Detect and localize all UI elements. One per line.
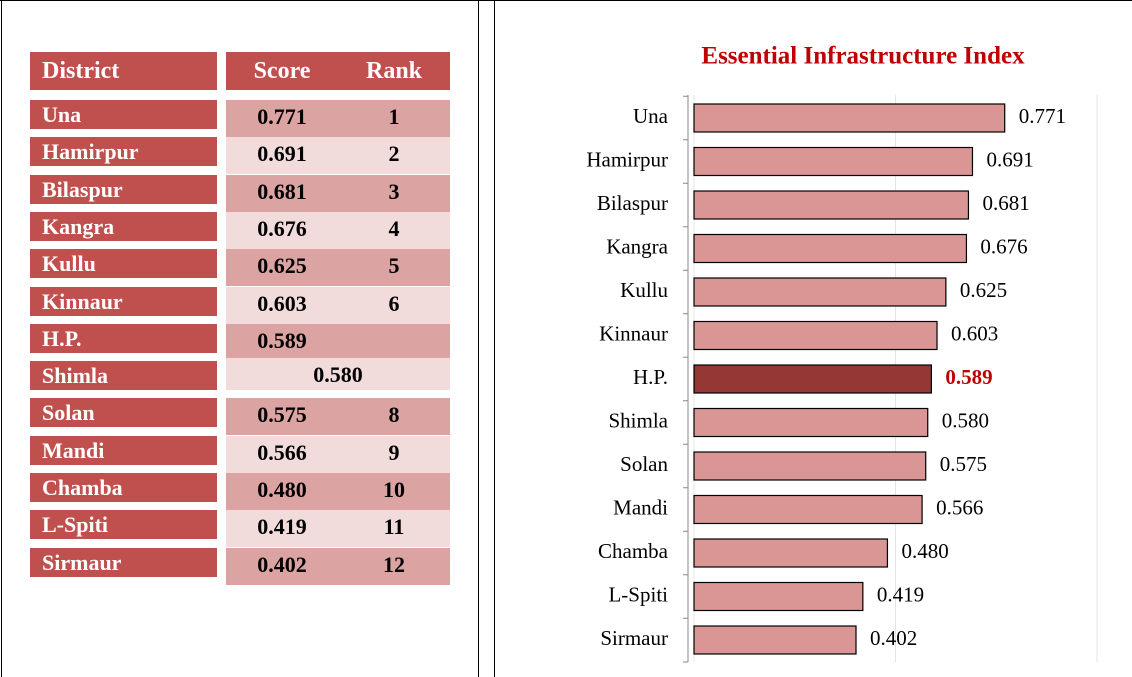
- value-label: 0.771: [1019, 104, 1066, 128]
- value-label: 0.681: [982, 191, 1029, 215]
- rank-cell: 4: [338, 211, 450, 249]
- value-label: 0.691: [986, 147, 1033, 171]
- score-cell: 0.419: [226, 510, 338, 548]
- rank-cell: [338, 323, 450, 361]
- value-label: 0.603: [951, 321, 998, 345]
- district-cell: Kullu: [30, 249, 217, 279]
- border: [0, 0, 1132, 1]
- bar: [693, 146, 974, 177]
- value-label: 0.402: [870, 626, 917, 650]
- bar: [693, 494, 923, 525]
- value-label: 0.575: [940, 452, 987, 476]
- district-cell: L-Spiti: [30, 510, 217, 540]
- score-cell: 0.603: [226, 286, 338, 324]
- rank-cell: 12: [338, 547, 450, 585]
- district-cell: H.P.: [30, 323, 217, 353]
- border: [1, 0, 2, 677]
- score-cell: 0.402: [226, 547, 338, 585]
- district-cell: Bilaspur: [30, 174, 217, 204]
- value-label: 0.580: [942, 408, 989, 432]
- rank-cell: 9: [338, 435, 450, 473]
- score-cell: 0.691: [226, 137, 338, 175]
- y-tick-label: L-Spiti: [608, 582, 668, 606]
- score-cell: 0.681: [226, 174, 338, 212]
- district-cell: Sirmaur: [30, 547, 217, 577]
- value-label: 0.676: [980, 234, 1027, 258]
- rank-cell: 6: [338, 286, 450, 324]
- border: [478, 0, 479, 677]
- header-cell: Rank: [338, 52, 450, 90]
- value-label: 0.480: [901, 539, 948, 563]
- bar: [693, 190, 970, 220]
- district-cell: Una: [30, 100, 217, 129]
- bar: [693, 407, 929, 438]
- rank-cell: 8: [338, 398, 450, 436]
- header-cell: District: [30, 52, 217, 90]
- rank-cell: 1: [338, 100, 450, 137]
- rank-cell: 5: [338, 249, 450, 287]
- score-cell: 0.589: [226, 323, 338, 361]
- rank-cell: 2: [338, 137, 450, 175]
- y-tick-label: Shimla: [608, 408, 668, 432]
- y-tick-label: Una: [633, 104, 669, 128]
- bar: [693, 103, 1006, 133]
- y-tick-label: Hamirpur: [586, 147, 668, 171]
- bar: [693, 625, 857, 655]
- y-tick-label: Solan: [620, 452, 668, 476]
- score-cell: 0.566: [226, 435, 338, 473]
- bar: [693, 233, 968, 264]
- value-label: 0.419: [877, 582, 924, 606]
- value-label: 0.625: [960, 278, 1007, 302]
- score-cell: 0.676: [226, 211, 338, 249]
- bar: [693, 364, 932, 394]
- bar: [693, 320, 938, 351]
- chart: Essential Infrastructure Index Una 0.771 H…: [586, 43, 1098, 663]
- district-cell: Hamirpur: [30, 137, 217, 167]
- y-tick-label: Bilaspur: [597, 191, 668, 215]
- score-cell: 0.480: [226, 473, 338, 510]
- score-cell: 0.771: [226, 100, 338, 137]
- y-tick-label: Kullu: [620, 278, 668, 302]
- y-tick-label: H.P.: [633, 365, 668, 389]
- rank-cell: 11: [338, 510, 450, 548]
- district-cell: Chamba: [30, 473, 217, 502]
- rank-cell: 10: [338, 473, 450, 510]
- bar: [693, 538, 889, 568]
- y-tick-label: Kinnaur: [599, 321, 668, 345]
- value-label: 0.566: [936, 495, 983, 519]
- district-cell: Solan: [30, 398, 217, 428]
- y-tick-label: Kangra: [606, 234, 668, 258]
- header-cell: Score: [226, 52, 338, 90]
- y-tick-label: Sirmaur: [600, 626, 668, 650]
- bar: [693, 581, 864, 612]
- district-cell: Shimla: [30, 361, 217, 391]
- district-cell: Kangra: [30, 211, 217, 241]
- score-cell: 0.575: [226, 398, 338, 436]
- bar: [693, 277, 947, 307]
- y-tick-label: Mandi: [613, 495, 668, 519]
- score-cell: 0.580: [226, 358, 450, 391]
- chart-title: Essential Infrastructure Index: [701, 43, 1025, 70]
- rank-cell: 3: [338, 174, 450, 212]
- border: [494, 0, 495, 677]
- bar: [693, 451, 927, 481]
- district-cell: Kinnaur: [30, 286, 217, 316]
- district-cell: Mandi: [30, 435, 217, 465]
- value-label: 0.589: [945, 365, 992, 389]
- score-cell: 0.625: [226, 249, 338, 287]
- y-tick-label: Chamba: [598, 539, 669, 563]
